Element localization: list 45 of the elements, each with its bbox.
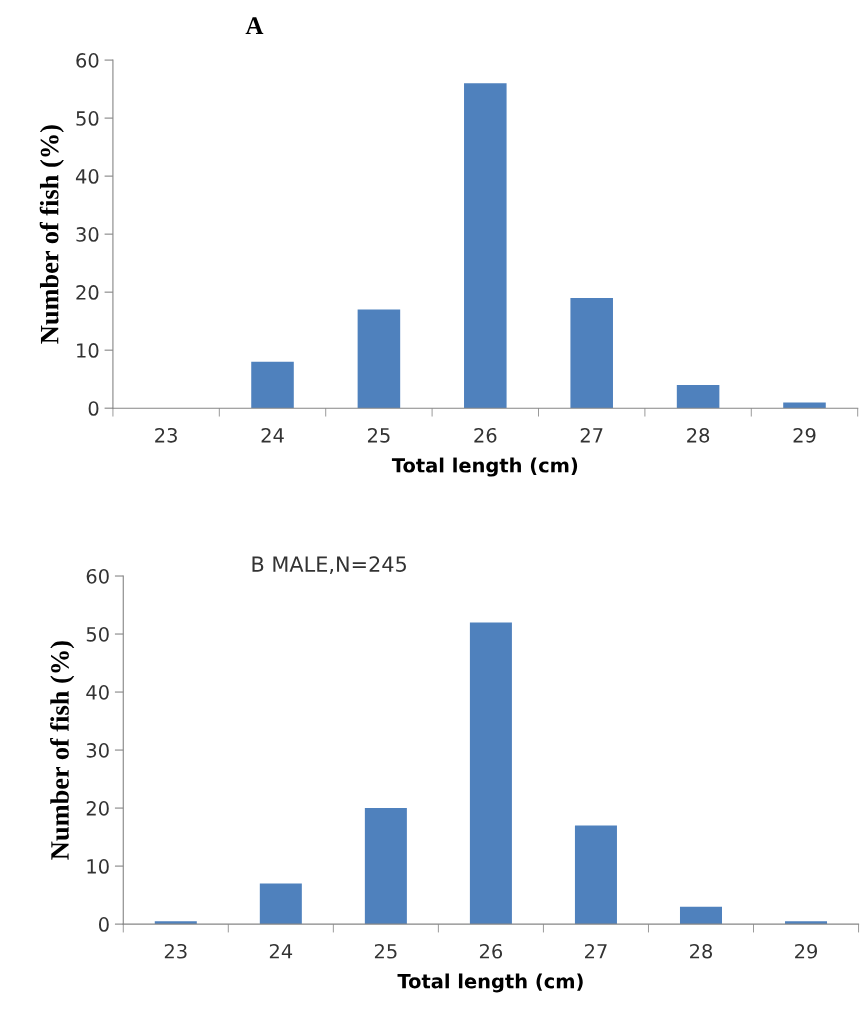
- x-tick-label: 23: [155, 427, 177, 443]
- chart-title: A: [245, 17, 264, 34]
- x-tick-label: 25: [367, 427, 390, 443]
- y-tick-label: 0: [98, 917, 109, 932]
- bar: [574, 825, 617, 925]
- x-tick-label: 26: [474, 427, 497, 443]
- x-tick-label: 28: [687, 427, 710, 443]
- y-axis-title: Number of fish (%): [39, 125, 64, 344]
- x-tick-label: 26: [479, 943, 503, 959]
- y-tick-label: 60: [76, 53, 99, 68]
- y-tick-label: 30: [76, 227, 99, 242]
- y-tick-label: 40: [75, 169, 99, 184]
- y-axis-title: Number of fish (%): [50, 641, 75, 860]
- y-tick-label: 0: [88, 401, 99, 416]
- bar: [259, 883, 302, 925]
- bar: [357, 309, 401, 409]
- x-tick-label: 23: [164, 943, 187, 959]
- y-tick-label: 30: [86, 743, 109, 758]
- x-tick-label: 27: [585, 943, 607, 959]
- y-tick-label: 60: [86, 568, 109, 584]
- x-tick-label: 29: [795, 943, 818, 959]
- x-tick-label: 24: [269, 943, 293, 959]
- x-axis-title: Total length (cm): [391, 457, 578, 477]
- bar: [469, 622, 512, 925]
- y-tick-label: 10: [77, 343, 99, 358]
- x-tick-label: 29: [793, 427, 816, 443]
- x-tick-label: 28: [690, 943, 713, 959]
- bar: [251, 361, 294, 409]
- x-axis-title: Total length (cm): [397, 973, 583, 993]
- y-tick-label: 20: [76, 285, 99, 300]
- y-tick-label: 40: [86, 685, 109, 700]
- y-tick-label: 10: [87, 859, 109, 874]
- x-tick-label: 25: [374, 943, 397, 959]
- bar: [679, 906, 722, 925]
- x-tick-label: 27: [580, 427, 603, 443]
- bar: [570, 297, 613, 409]
- x-tick-label: 24: [261, 427, 284, 443]
- y-tick-label: 50: [86, 626, 109, 642]
- y-tick-label: 20: [86, 801, 109, 816]
- bar: [364, 808, 407, 925]
- bar: [464, 83, 507, 409]
- bar: [676, 384, 720, 409]
- chart-title: B MALE,N=245: [252, 556, 406, 575]
- y-tick-label: 50: [76, 111, 99, 126]
- bar: [783, 402, 826, 409]
